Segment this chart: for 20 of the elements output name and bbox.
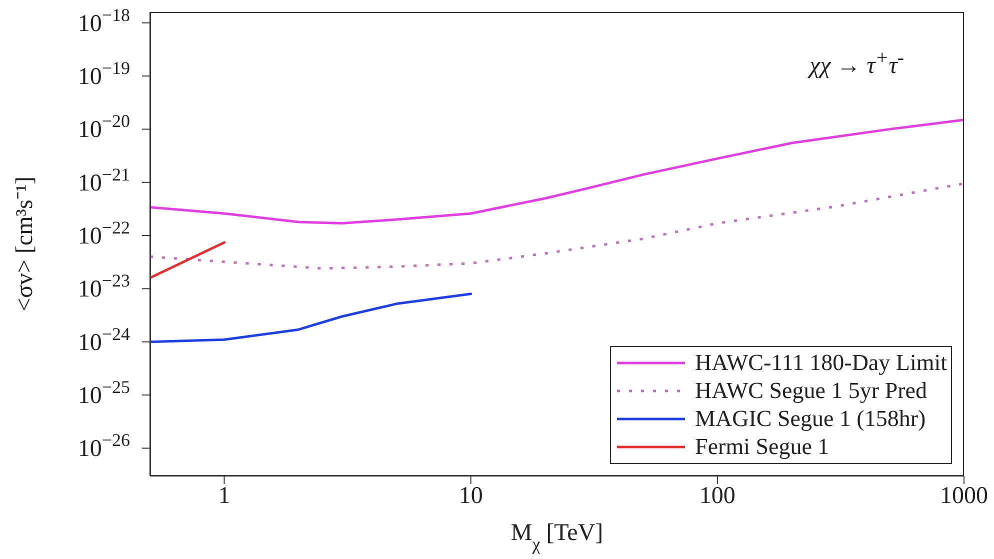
y-axis-title: <σv> [cm³s⁻¹] xyxy=(12,176,38,312)
x-tick-label: 1 xyxy=(218,483,230,510)
y-tick-label: 10$^{−21}$ xyxy=(78,164,130,196)
x-tick-label: 10 xyxy=(458,483,483,510)
y-tick-label: 10$^{−20}$ xyxy=(78,111,130,144)
x-tick-label: 100 xyxy=(699,483,736,510)
y-tick-label: 10$^{−22}$ xyxy=(78,218,130,250)
annotation: χχ → τ$^{+}$τ$^{-}$ xyxy=(810,47,904,80)
y-tick-label: 10$^{−25}$ xyxy=(78,377,130,410)
legend-label: Fermi Segue 1 xyxy=(695,433,830,461)
x-axis-title: M$_{χ}$ [TeV] xyxy=(510,520,604,554)
y-tick-label: 10$^{−24}$ xyxy=(78,324,130,356)
y-tick-label: 10$^{−26}$ xyxy=(78,430,130,462)
legend-label: HAWC Segue 1 5yr Pred xyxy=(695,377,927,405)
y-tick-label: 10$^{−18}$ xyxy=(78,4,130,37)
y-tick-label: 10$^{−19}$ xyxy=(78,58,130,90)
y-tick-label: 10$^{−23}$ xyxy=(78,270,130,303)
legend-label: HAWC-111 180-Day Limit xyxy=(695,349,947,377)
x-tick-label: 1000 xyxy=(940,483,988,510)
legend-label: MAGIC Segue 1 (158hr) xyxy=(695,405,926,433)
